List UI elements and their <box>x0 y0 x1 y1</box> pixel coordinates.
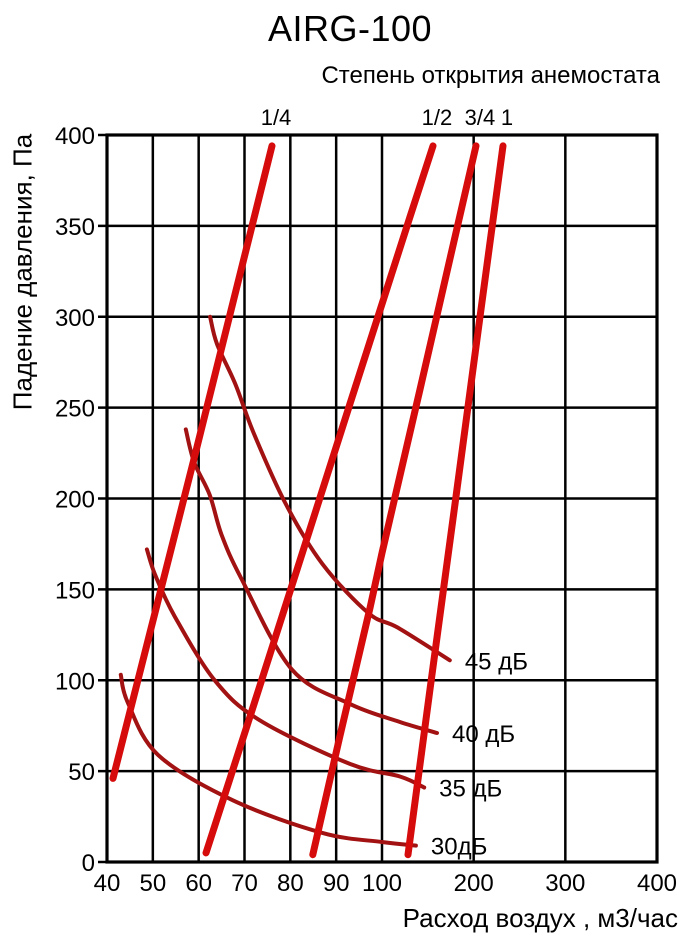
y-tick-label-400: 400 <box>55 123 95 150</box>
opening-label-opening-1: 1 <box>501 105 513 130</box>
x-tick-label-60: 60 <box>185 870 212 897</box>
noise-curve-noise-40db <box>183 427 439 735</box>
x-tick-label-70: 70 <box>231 870 258 897</box>
noise-curve-noise-35db <box>144 547 427 790</box>
opening-line-opening-1 <box>404 142 507 859</box>
opening-label-opening-1-4: 1/4 <box>261 105 292 130</box>
x-tick-label-400: 400 <box>637 870 677 897</box>
opening-label-opening-3-4: 3/4 <box>465 105 496 130</box>
y-tick-label-0: 0 <box>82 850 95 877</box>
y-tick-label-50: 50 <box>68 759 95 786</box>
opening-degree-heading: Степень открытия анемостата <box>321 62 660 89</box>
noise-curve-noise-30db <box>118 672 418 848</box>
y-tick-label-200: 200 <box>55 487 95 514</box>
noise-label-noise-45db: 45 дБ <box>465 648 528 675</box>
noise-label-noise-35db: 35 дБ <box>439 775 502 802</box>
opening-line-opening-1-4 <box>109 142 276 782</box>
opening-line-opening-3-4 <box>309 142 480 859</box>
opening-label-opening-1-2: 1/2 <box>422 105 453 130</box>
y-tick-label-250: 250 <box>55 396 95 423</box>
y-tick-label-100: 100 <box>55 668 95 695</box>
y-tick-label-150: 150 <box>55 577 95 604</box>
noise-label-noise-40db: 40 дБ <box>452 721 515 748</box>
x-tick-label-300: 300 <box>545 870 585 897</box>
x-tick-label-80: 80 <box>277 870 304 897</box>
opening-line-opening-1-2 <box>202 142 437 857</box>
plot-border <box>105 133 659 864</box>
x-tick-label-40: 40 <box>94 870 121 897</box>
noise-label-noise-30db: 30дБ <box>431 834 487 861</box>
chart-title: AIRG-100 <box>267 8 433 49</box>
x-tick-label-50: 50 <box>139 870 166 897</box>
x-tick-label-100: 100 <box>362 870 402 897</box>
x-tick-label-200: 200 <box>454 870 494 897</box>
noise-curve-noise-45db <box>208 314 452 663</box>
x-tick-label-90: 90 <box>323 870 350 897</box>
y-tick-label-300: 300 <box>55 305 95 332</box>
x-axis-title: Расход воздух , м3/час <box>402 903 678 933</box>
y-tick-label-350: 350 <box>55 214 95 241</box>
